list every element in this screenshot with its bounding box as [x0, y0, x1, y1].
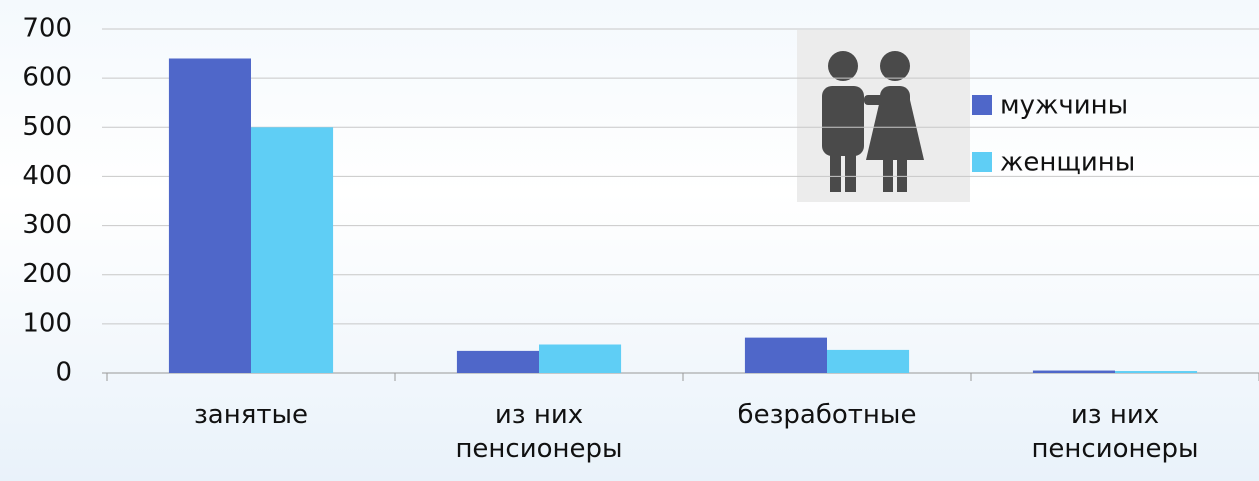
bar: [539, 344, 622, 373]
legend-swatch: [972, 95, 992, 115]
legend-icon: [797, 30, 970, 202]
y-tick-label: 600: [22, 63, 72, 93]
bar: [827, 349, 910, 373]
y-tick-label: 200: [22, 259, 72, 289]
bar: [1032, 370, 1115, 373]
y-tick-label: 0: [55, 358, 72, 388]
bar: [251, 127, 334, 374]
bar: [456, 350, 539, 373]
y-tick-label: 100: [22, 308, 72, 338]
y-tick-label: 400: [22, 161, 72, 191]
y-tick-label: 700: [22, 14, 72, 44]
y-tick-label: 300: [22, 210, 72, 240]
legend-swatch: [972, 152, 992, 172]
x-tick-label: из них пенсионеры: [455, 400, 623, 464]
legend-label: женщины: [1000, 148, 1135, 178]
x-tick-label: занятые: [193, 400, 309, 430]
bar: [744, 337, 827, 373]
bar: [1115, 371, 1198, 373]
y-tick-label: 500: [22, 112, 72, 142]
x-tick-label: из них пенсионеры: [1031, 400, 1199, 464]
bar: [168, 58, 251, 373]
x-tick-label: безработные: [737, 400, 917, 430]
legend-label: мужчины: [1000, 91, 1128, 121]
